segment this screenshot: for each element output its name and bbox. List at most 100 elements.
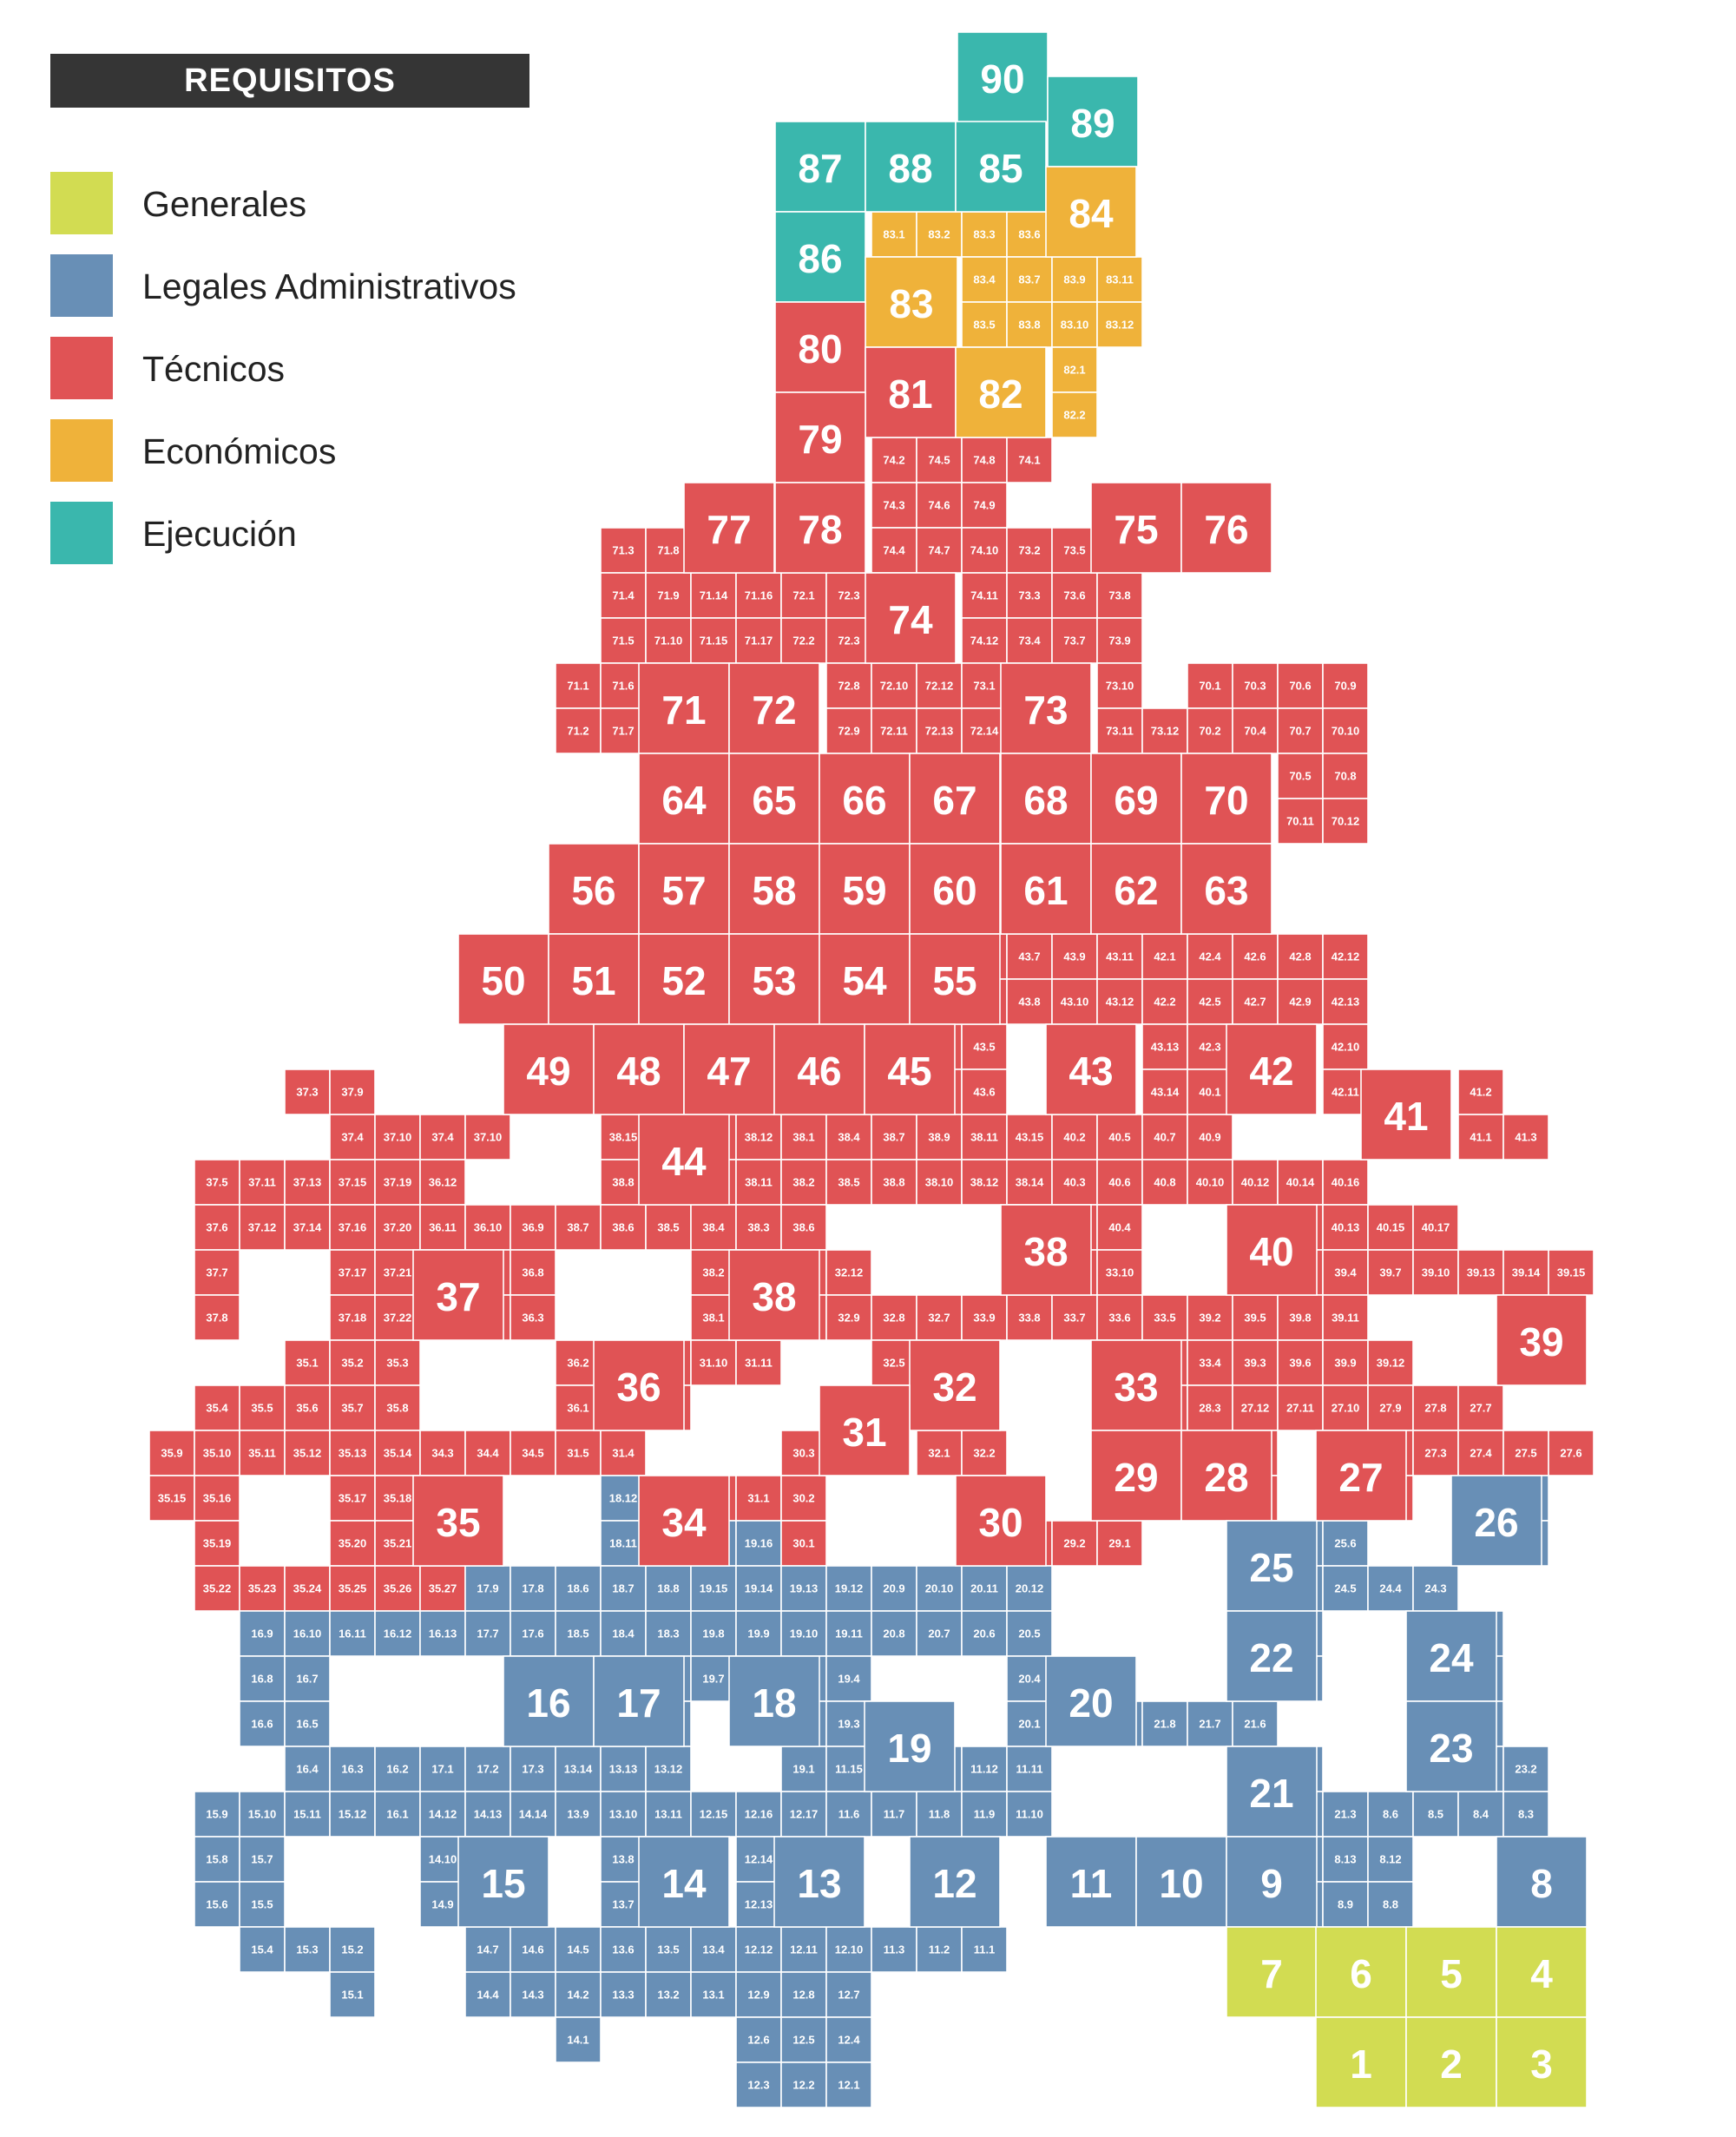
- sub-req-cell-35.11: [239, 1430, 286, 1476]
- sub-req-label-20.8: 20.8: [883, 1627, 904, 1641]
- sub-req-label-35.17: 35.17: [339, 1492, 367, 1505]
- sub-req-label-24.5: 24.5: [1334, 1582, 1356, 1595]
- sub-req-cell-42.9: [1277, 978, 1324, 1025]
- req-block-85: [955, 121, 1047, 213]
- sub-req-label-38.14: 38.14: [1016, 1176, 1044, 1189]
- sub-req-label-40.4: 40.4: [1108, 1221, 1131, 1234]
- sub-req-cell-24.4: [1367, 1565, 1414, 1612]
- sub-req-cell-38.4: [690, 1204, 737, 1251]
- sub-req-label-27.10: 27.10: [1332, 1402, 1360, 1415]
- sub-req-label-70.8: 70.8: [1334, 770, 1356, 783]
- sub-req-cell-73.10: [1096, 662, 1143, 709]
- sub-req-label-20.4: 20.4: [1018, 1673, 1041, 1686]
- sub-req-label-16.4: 16.4: [296, 1763, 319, 1776]
- sub-req-label-30.3: 30.3: [792, 1447, 814, 1460]
- legend-label-tecnicos: Técnicos: [142, 349, 286, 389]
- sub-req-label-33.9: 33.9: [973, 1312, 995, 1325]
- sub-req-label-38.15: 38.15: [609, 1131, 638, 1144]
- sub-req-label-74.10: 74.10: [970, 544, 999, 557]
- req-block-12: [909, 1836, 1001, 1928]
- sub-req-label-13.12: 13.12: [654, 1763, 683, 1776]
- sub-req-label-35.10: 35.10: [203, 1447, 232, 1460]
- sub-req-label-35.7: 35.7: [341, 1402, 363, 1415]
- sub-req-label-37.16: 37.16: [339, 1221, 367, 1234]
- sub-req-label-8.9: 8.9: [1338, 1898, 1353, 1911]
- sub-req-label-20.5: 20.5: [1018, 1627, 1040, 1641]
- sub-req-label-8.3: 8.3: [1518, 1808, 1534, 1821]
- sub-req-label-40.13: 40.13: [1332, 1221, 1360, 1234]
- sub-req-label-40.2: 40.2: [1063, 1131, 1085, 1144]
- sub-req-cell-8.3: [1503, 1791, 1549, 1838]
- req-block-8: [1496, 1836, 1588, 1928]
- sub-req-cell-12.4: [825, 2016, 872, 2063]
- sub-req-label-37.4: 37.4: [431, 1131, 454, 1144]
- sub-req-label-17.2: 17.2: [477, 1763, 498, 1776]
- sub-req-label-35.6: 35.6: [296, 1402, 318, 1415]
- sub-req-cell-71.2: [555, 707, 602, 754]
- sub-req-label-35.3: 35.3: [386, 1357, 408, 1370]
- sub-req-label-16.2: 16.2: [386, 1763, 408, 1776]
- req-block-75: [1090, 482, 1182, 574]
- sub-req-label-72.13: 72.13: [925, 725, 954, 738]
- sub-req-label-8.6: 8.6: [1383, 1808, 1398, 1821]
- sub-req-label-37.7: 37.7: [206, 1266, 227, 1279]
- sub-req-label-42.4: 42.4: [1199, 950, 1221, 963]
- req-block-60: [909, 843, 1001, 935]
- sub-req-cell-35.3: [374, 1339, 421, 1386]
- req-label-26: 26: [1474, 1500, 1518, 1545]
- sub-req-label-20.9: 20.9: [883, 1582, 904, 1595]
- sub-req-label-13.9: 13.9: [567, 1808, 589, 1821]
- sub-req-cell-36.11: [419, 1204, 466, 1251]
- sub-req-cell-31.10: [690, 1339, 737, 1386]
- sub-req-cell-36.9: [510, 1204, 556, 1251]
- sub-req-label-73.11: 73.11: [1106, 725, 1134, 738]
- sub-req-cell-40.2: [1051, 1114, 1098, 1161]
- req-label-68: 68: [1023, 778, 1068, 823]
- req-block-13: [773, 1836, 865, 1928]
- sub-req-cell-15.6: [194, 1881, 240, 1928]
- sub-req-label-35.19: 35.19: [203, 1537, 232, 1550]
- sub-req-label-71.6: 71.6: [612, 680, 634, 693]
- sub-req-cell-39.12: [1367, 1339, 1414, 1386]
- req-block-31: [819, 1384, 911, 1476]
- sub-req-cell-15.11: [284, 1791, 331, 1838]
- sub-req-label-27.6: 27.6: [1560, 1447, 1581, 1460]
- sub-req-label-13.11: 13.11: [654, 1808, 682, 1821]
- sub-req-label-37.10: 37.10: [384, 1131, 412, 1144]
- sub-req-label-38.7: 38.7: [883, 1131, 904, 1144]
- req-label-41: 41: [1384, 1094, 1428, 1139]
- sub-req-cell-23.2: [1503, 1746, 1549, 1792]
- sub-req-label-39.11: 39.11: [1332, 1312, 1359, 1325]
- sub-req-label-40.12: 40.12: [1241, 1176, 1270, 1189]
- sub-req-label-18.3: 18.3: [657, 1627, 679, 1641]
- sub-req-label-73.5: 73.5: [1063, 544, 1085, 557]
- sub-req-label-35.5: 35.5: [251, 1402, 273, 1415]
- sub-req-label-73.12: 73.12: [1151, 725, 1180, 738]
- sub-req-label-15.2: 15.2: [341, 1943, 363, 1956]
- req-label-24: 24: [1429, 1635, 1474, 1680]
- sub-req-label-43.14: 43.14: [1151, 1086, 1180, 1099]
- sub-req-label-35.11: 35.11: [248, 1447, 276, 1460]
- sub-req-cell-38.8: [871, 1159, 917, 1206]
- sub-req-label-35.16: 35.16: [203, 1492, 232, 1505]
- req-block-27: [1315, 1430, 1407, 1522]
- sub-req-label-13.1: 13.1: [702, 1989, 724, 2002]
- legend-item-tecnicos: Técnicos: [50, 337, 589, 399]
- sub-req-cell-39.15: [1548, 1249, 1595, 1296]
- req-label-87: 87: [798, 146, 842, 191]
- sub-req-cell-33.8: [1006, 1294, 1053, 1341]
- sub-req-label-71.2: 71.2: [567, 725, 589, 738]
- sub-req-label-42.5: 42.5: [1199, 996, 1220, 1009]
- sub-req-label-18.8: 18.8: [657, 1582, 679, 1595]
- req-block-11: [1045, 1836, 1137, 1928]
- sub-req-label-73.8: 73.8: [1108, 589, 1130, 602]
- sub-req-label-14.1: 14.1: [567, 2034, 589, 2047]
- req-label-25: 25: [1249, 1545, 1293, 1590]
- sub-req-label-15.1: 15.1: [341, 1989, 363, 2002]
- req-block-29: [1090, 1430, 1182, 1522]
- sub-req-cell-40.10: [1187, 1159, 1233, 1206]
- sub-req-cell-27.9: [1367, 1384, 1414, 1431]
- sub-req-label-39.12: 39.12: [1377, 1357, 1405, 1370]
- sub-req-cell-27.6: [1548, 1430, 1595, 1476]
- sub-req-cell-37.10: [464, 1114, 511, 1161]
